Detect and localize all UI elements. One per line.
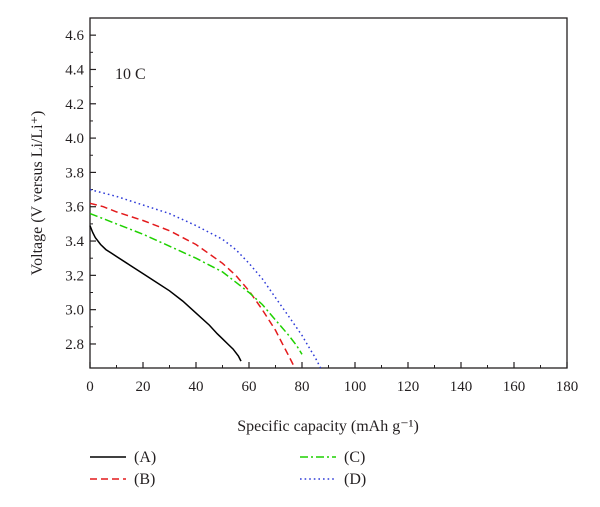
- legend-label: (A): [134, 449, 156, 466]
- x-tick-label: 0: [86, 379, 94, 395]
- plot-area: [89, 17, 568, 369]
- y-tick-label: 4.2: [65, 97, 84, 113]
- x-tick-label: 160: [503, 379, 526, 395]
- y-tick-label: 2.8: [65, 337, 84, 353]
- y-tick-label: 3.6: [65, 200, 84, 216]
- y-tick-label: 3.4: [65, 234, 84, 250]
- x-tick-label: 120: [397, 379, 420, 395]
- y-axis-label: Voltage (V versus Li/Li⁺): [29, 111, 46, 276]
- x-tick-label: 40: [189, 379, 204, 395]
- x-tick-label: 140: [450, 379, 473, 395]
- x-tick-label: 60: [242, 379, 257, 395]
- series-line-c: [89, 212, 303, 355]
- y-tick-label: 4.6: [65, 28, 84, 44]
- x-axis: 0 20 40 60 80 100 120 140 160 180: [86, 362, 578, 395]
- legend: (A) (B) (C) (D): [90, 449, 366, 488]
- series-lines: [89, 188, 322, 369]
- legend-label: (B): [134, 471, 155, 488]
- y-tick-label: 4.4: [65, 62, 84, 78]
- series-line-a: [89, 225, 242, 362]
- series-line-b: [89, 202, 295, 367]
- y-tick-label: 3.2: [65, 268, 84, 284]
- rate-annotation: 10 C: [115, 66, 146, 83]
- x-tick-label: 100: [344, 379, 367, 395]
- x-tick-label: 20: [136, 379, 151, 395]
- x-tick-label: 180: [556, 379, 579, 395]
- y-tick-label: 3.8: [65, 165, 84, 181]
- x-axis-label: Specific capacity (mAh g⁻¹): [237, 418, 419, 435]
- y-axis: 2.8 3.0 3.2 3.4 3.6 3.8 4.0 4.2 4.4 4.6: [65, 17, 96, 353]
- y-tick-label: 4.0: [65, 131, 84, 147]
- legend-label: (D): [344, 471, 366, 488]
- y-tick-label: 3.0: [65, 303, 84, 319]
- series-line-d: [89, 188, 322, 369]
- legend-label: (C): [344, 449, 365, 466]
- x-tick-label: 80: [295, 379, 310, 395]
